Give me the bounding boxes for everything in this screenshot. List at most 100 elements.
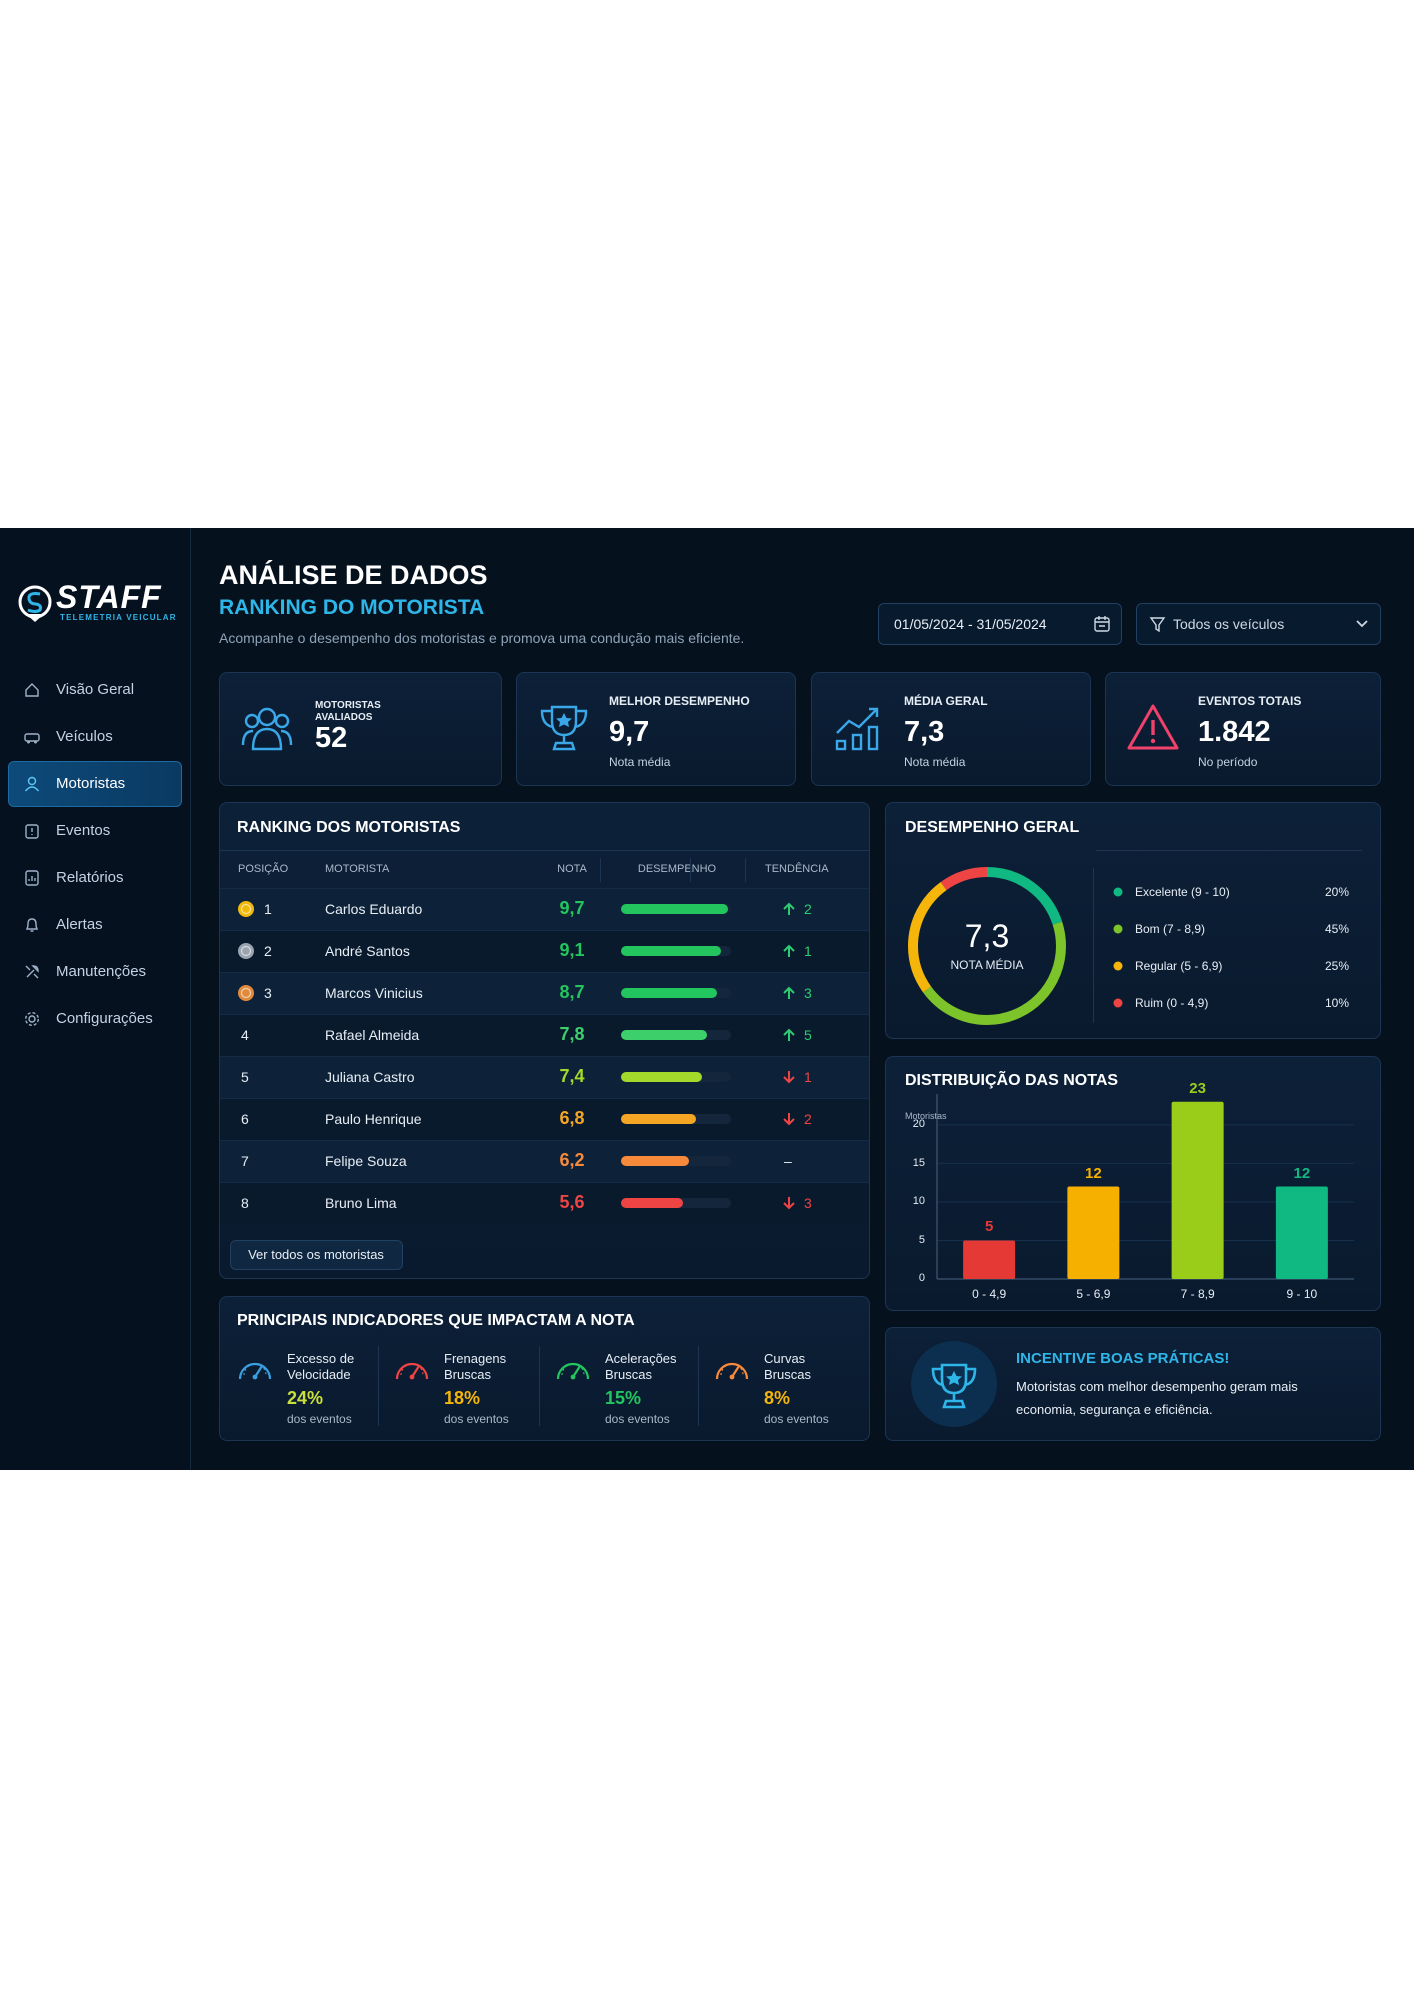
vehicle-select: Todos os veículos — [1173, 615, 1285, 632]
nav-item[interactable]: Motoristas — [56, 775, 126, 792]
table-row — [220, 930, 869, 973]
nav-item[interactable]: Eventos — [56, 822, 111, 839]
nav-item[interactable]: Configurações — [56, 1010, 153, 1027]
table-row — [220, 1014, 869, 1057]
nav-icon — [25, 965, 39, 979]
kpi-icon — [835, 707, 879, 751]
divider — [1093, 868, 1094, 1023]
view-all-button[interactable] — [230, 1240, 403, 1270]
donut-segment — [908, 867, 1066, 1025]
incentive-title: INCENTIVE BOAS PRÁTICAS! — [1016, 1350, 1230, 1367]
donut-segment — [908, 867, 1066, 1025]
column-header: DESEMPENHO — [637, 863, 717, 876]
indicator-icon — [715, 1362, 749, 1380]
indicator-icon — [395, 1362, 429, 1380]
indicator-note: dos eventos — [764, 1411, 829, 1426]
driver-name: Paulo Henrique — [325, 1110, 422, 1127]
indicator-note: dos eventos — [444, 1411, 509, 1426]
trend-arrow — [783, 1197, 795, 1210]
page-description: Acompanhe o desempenho dos motoristas e … — [219, 629, 745, 646]
legend-label: Bom (7 - 8,9) — [1135, 921, 1206, 936]
trend-arrow — [783, 944, 795, 957]
score-bar — [621, 1198, 683, 1208]
score-bar — [621, 1030, 707, 1040]
medal — [238, 985, 254, 1001]
score-bar — [621, 946, 722, 956]
nav-item[interactable]: Alertas — [56, 916, 103, 933]
y-axis-label: Motoristas — [905, 1110, 947, 1121]
divider — [698, 1346, 699, 1426]
score: 7,4 — [559, 1066, 585, 1087]
column-header: TENDÊNCIA — [765, 863, 829, 876]
chevron-icon — [1356, 620, 1368, 628]
divider — [378, 1346, 379, 1426]
indicator-label: Acelerações Bruscas — [605, 1351, 677, 1382]
column-divider — [745, 858, 746, 882]
kpi-value: 1.842 — [1198, 715, 1271, 748]
trend-arrow — [783, 1028, 795, 1041]
trend-value: 3 — [804, 1194, 812, 1211]
kpi-note: Nota média — [904, 754, 966, 769]
indicator-note: dos eventos — [605, 1411, 670, 1426]
column-header: POSIÇÃO — [238, 863, 289, 876]
trend-value: – — [784, 1152, 792, 1169]
legend-label: Excelente (9 - 10) — [1135, 884, 1230, 899]
x-tick-label: 7 - 8,9 — [1180, 1286, 1215, 1301]
score-bar — [621, 904, 728, 914]
x-tick-label: 0 - 4,9 — [972, 1286, 1007, 1301]
nav-icon — [25, 918, 39, 932]
x-tick-label: 5 - 6,9 — [1076, 1286, 1111, 1301]
y-tick-label: 20 — [912, 1118, 925, 1131]
indicator-label: Frenagens Bruscas — [444, 1351, 507, 1382]
indicator-value: 18% — [444, 1388, 481, 1409]
kpi-card — [1105, 672, 1381, 786]
indicator-value: 15% — [605, 1388, 642, 1409]
nav-item[interactable]: Relatórios — [56, 869, 124, 886]
column-divider — [690, 858, 691, 882]
score: 6,8 — [559, 1108, 585, 1129]
position: 5 — [241, 1068, 249, 1085]
position: 2 — [264, 942, 272, 959]
score-bar — [621, 1156, 690, 1166]
divider — [1096, 850, 1362, 851]
y-tick-label: 0 — [918, 1272, 925, 1285]
nav-item[interactable]: Veículos — [56, 728, 113, 745]
trend-value: 2 — [804, 1110, 812, 1127]
kpi-card — [516, 672, 796, 786]
donut-center-value: 7,3 — [964, 917, 1010, 954]
kpi-icon — [540, 705, 588, 751]
driver-name: Bruno Lima — [325, 1194, 397, 1211]
trend-value: 1 — [804, 942, 812, 959]
score-bar — [621, 988, 717, 998]
score-bar — [621, 1072, 703, 1082]
driver-name: Carlos Eduardo — [325, 900, 423, 917]
x-tick-label: 9 - 10 — [1286, 1286, 1318, 1301]
table-row — [220, 888, 869, 931]
trend-arrow — [783, 902, 795, 915]
logo-emblem — [18, 585, 52, 622]
vehicle-filter[interactable] — [1136, 603, 1381, 645]
indicators-panel — [219, 1296, 870, 1441]
kpi-card — [811, 672, 1091, 786]
nav-item[interactable]: Visão Geral — [56, 681, 135, 698]
table-row — [220, 1140, 869, 1183]
kpi-icon — [1127, 704, 1179, 750]
divider — [539, 1346, 540, 1426]
date-filter[interactable] — [878, 603, 1122, 645]
legend-dot — [1113, 961, 1123, 971]
kpi-label: MELHOR DESEMPENHO — [609, 693, 750, 708]
position: 7 — [241, 1152, 249, 1169]
kpi-note: Nota média — [609, 754, 671, 769]
legend-value: 10% — [1324, 995, 1349, 1010]
indicator-icon — [556, 1362, 590, 1380]
incentive-text: Motoristas com melhor desempenho geram m… — [1016, 1379, 1298, 1417]
score: 8,7 — [559, 982, 585, 1003]
donut-center-label: NOTA MÉDIA — [950, 957, 1024, 972]
sidebar — [0, 528, 191, 1470]
table-row — [220, 1056, 869, 1099]
driver-name: André Santos — [325, 942, 410, 959]
nav-item[interactable]: Manutenções — [56, 963, 147, 980]
driver-name: Juliana Castro — [325, 1068, 415, 1085]
bar-value-label: 12 — [1085, 1164, 1102, 1182]
